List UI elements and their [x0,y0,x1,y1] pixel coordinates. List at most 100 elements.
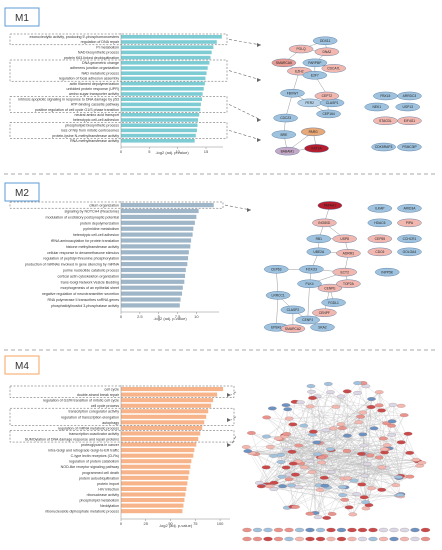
network-node-label: ADRM1 [343,252,355,256]
network-node [252,536,263,542]
bar [121,392,218,397]
network-node [271,58,297,68]
network-node [349,478,359,483]
network-node [364,102,389,112]
network-node [309,429,318,434]
category-label: protein depolymerization [80,221,119,225]
network-edge [272,408,322,458]
category-label: regulation of protein catabolism [69,460,119,464]
network-edge [310,385,364,413]
network-node [288,44,314,54]
network-node [255,481,264,485]
network-node [377,408,386,413]
network-node [394,475,403,479]
network-node [269,453,278,458]
category-label: morphogenesis of an epithelial sheet [60,286,119,290]
network-edge [269,477,325,487]
network-edge [282,462,422,487]
network-node [280,305,306,315]
network-node [288,461,298,466]
bar [121,509,183,514]
network-node [336,422,346,427]
x-tick-label: 50 [168,521,173,526]
bar [121,71,207,75]
network-node [343,476,353,481]
highlight-box [9,59,228,82]
network-node [284,527,294,533]
category-label: protein import [97,482,119,486]
panel-tab-label: M2 [15,188,29,199]
category-label: HIV Infection [98,487,119,491]
network-node [375,267,400,277]
network-node-label: INO80D [318,221,331,225]
network-node [294,536,305,542]
network-node [348,512,358,517]
category-label: regulation of DNA repair [81,40,120,44]
network-node [420,536,431,542]
bar [121,81,205,86]
network-node-label: CENPF [319,311,330,315]
network-edge [398,433,409,479]
arrow-line [230,391,237,396]
network-node [367,218,393,228]
network-node [371,142,396,152]
network-node-label: USP8 [340,237,349,241]
network-node [326,447,335,452]
network-node [361,500,370,505]
network-node-label: CENPE [324,286,336,290]
network-node [252,527,263,533]
network-node [410,536,420,542]
network-edge [352,467,383,515]
bar [121,486,187,491]
bar [121,92,203,96]
network-edge [311,391,405,416]
network-edge [352,452,385,515]
network-node [263,527,273,533]
network-node [331,404,341,409]
x-tick-label: 75 [193,521,198,526]
network-node-label: BABAM1 [281,149,295,153]
network-edge [280,436,285,463]
network-node [368,527,378,533]
x-tick-label: 25 [144,521,149,526]
category-label: cell cycle process [91,404,119,408]
network-node-label: PIPA [406,221,414,225]
x-tick-label: 0 [120,314,123,319]
arrow-head [257,43,261,47]
bar [121,87,204,91]
network-node [397,116,422,126]
network-edge [303,425,320,486]
category-label: protein K63-linked deubiquitination [64,56,119,60]
network-node [358,410,368,415]
network-node [360,473,370,478]
network-node [247,431,256,435]
network-node-label: CENPJ [302,318,313,322]
network-node [269,487,279,491]
network-edge [319,422,359,486]
category-label: regulation of focal adhesion assembly [59,77,119,81]
network-node [269,480,279,485]
network-node [299,265,324,274]
network-node [357,482,367,487]
network-edge [342,404,394,429]
bar [121,503,184,508]
network-node [326,527,336,533]
network-edge [291,392,380,486]
network-node [277,474,287,479]
network-node [305,511,315,516]
bar [121,102,201,107]
network-edge [298,386,312,488]
network-node [310,323,335,332]
network-node-label: ARRDC3 [403,94,417,98]
network-node [317,283,343,293]
category-label: production of miRNAs involved in gene si… [25,263,120,267]
bar [121,97,203,101]
network-edge [325,430,387,469]
network-node [378,527,389,533]
category-label: ribonuclease activity [87,493,120,497]
network-node [291,504,300,509]
highlight-box [9,430,235,443]
network-node-label: FBXL5 [380,94,390,98]
network-node [308,396,317,400]
